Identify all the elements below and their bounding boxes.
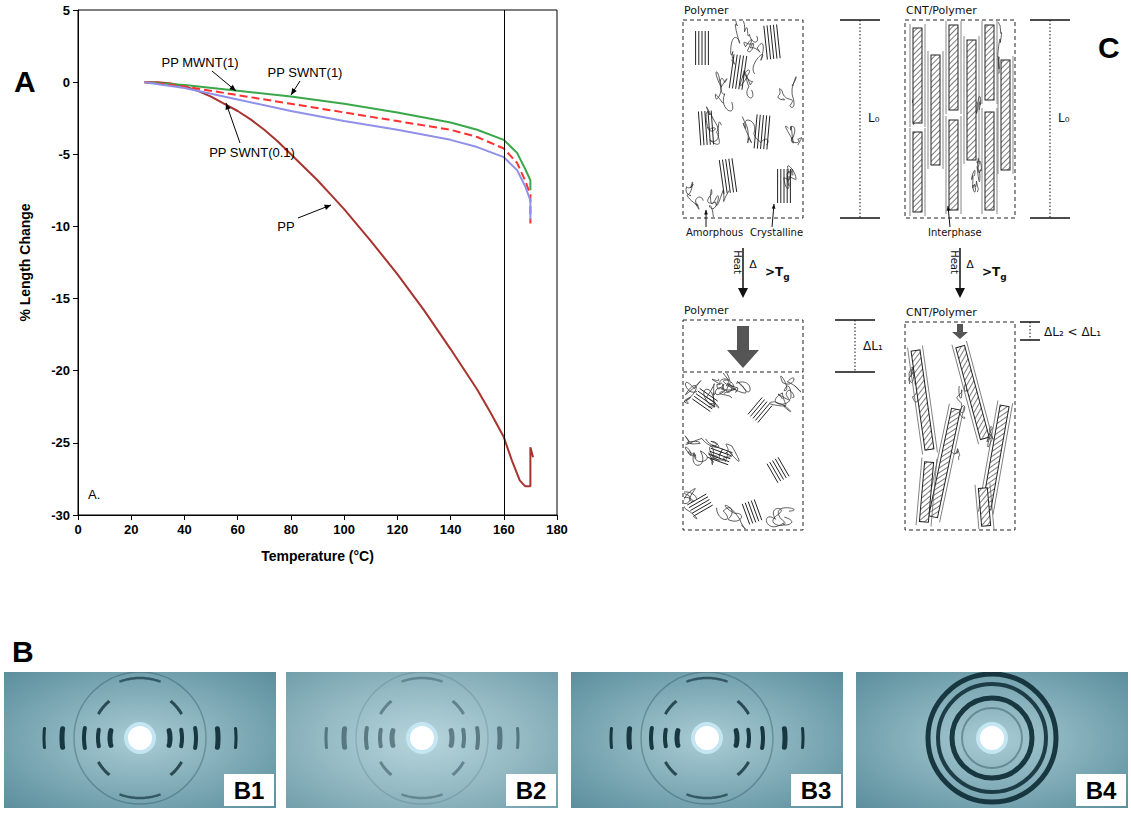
svg-text:-5: -5	[58, 147, 70, 162]
svg-text:A.: A.	[88, 487, 100, 502]
svg-text:L₀: L₀	[868, 111, 880, 125]
svg-text:C: C	[1098, 31, 1120, 64]
svg-text:-15: -15	[51, 291, 70, 306]
svg-text:180: 180	[546, 522, 568, 537]
svg-text:Amorphous: Amorphous	[686, 227, 743, 238]
svg-text:-20: -20	[51, 363, 70, 378]
svg-text:CNT/Polymer: CNT/Polymer	[906, 4, 977, 17]
svg-text:Heat: Heat	[732, 250, 743, 274]
svg-text:20: 20	[124, 522, 138, 537]
svg-text:80: 80	[284, 522, 298, 537]
svg-text:PP: PP	[277, 219, 294, 234]
svg-text:% Length Change: % Length Change	[17, 203, 33, 321]
svg-text:100: 100	[333, 522, 355, 537]
svg-text:B4: B4	[1086, 777, 1117, 804]
svg-text:160: 160	[493, 522, 515, 537]
svg-text:0: 0	[74, 522, 81, 537]
svg-text:>Tg: >Tg	[765, 265, 790, 282]
svg-text:ΔL₂ < ΔL₁: ΔL₂ < ΔL₁	[1044, 325, 1101, 339]
svg-text:-30: -30	[51, 508, 70, 523]
svg-text:B3: B3	[801, 777, 832, 804]
svg-text:L₀: L₀	[1058, 111, 1070, 125]
svg-text:Polymer: Polymer	[684, 304, 729, 317]
svg-text:-10: -10	[51, 219, 70, 234]
svg-text:PP SWNT(0.1): PP SWNT(0.1)	[209, 145, 295, 160]
svg-text:>Tg: >Tg	[982, 265, 1007, 282]
svg-text:40: 40	[177, 522, 191, 537]
svg-text:Temperature (°C): Temperature (°C)	[261, 548, 374, 564]
svg-text:Δ: Δ	[966, 258, 974, 271]
svg-text:CNT/Polymer: CNT/Polymer	[906, 306, 977, 319]
svg-text:PP MWNT(1): PP MWNT(1)	[161, 55, 238, 70]
svg-text:60: 60	[230, 522, 244, 537]
svg-text:ΔL₁: ΔL₁	[863, 339, 883, 353]
svg-text:Δ: Δ	[749, 258, 757, 271]
svg-text:B1: B1	[234, 777, 265, 804]
svg-text:-25: -25	[51, 435, 70, 450]
svg-text:Heat: Heat	[949, 250, 960, 274]
svg-text:Crystalline: Crystalline	[750, 227, 803, 238]
svg-text:A: A	[14, 65, 36, 98]
svg-text:0: 0	[63, 75, 70, 90]
svg-text:PP SWNT(1): PP SWNT(1)	[268, 65, 343, 80]
svg-text:120: 120	[386, 522, 408, 537]
svg-text:B: B	[12, 635, 34, 668]
svg-text:140: 140	[440, 522, 462, 537]
svg-text:Interphase: Interphase	[928, 227, 982, 238]
svg-text:B2: B2	[516, 777, 547, 804]
svg-text:5: 5	[63, 3, 70, 18]
svg-text:Polymer: Polymer	[684, 4, 729, 17]
